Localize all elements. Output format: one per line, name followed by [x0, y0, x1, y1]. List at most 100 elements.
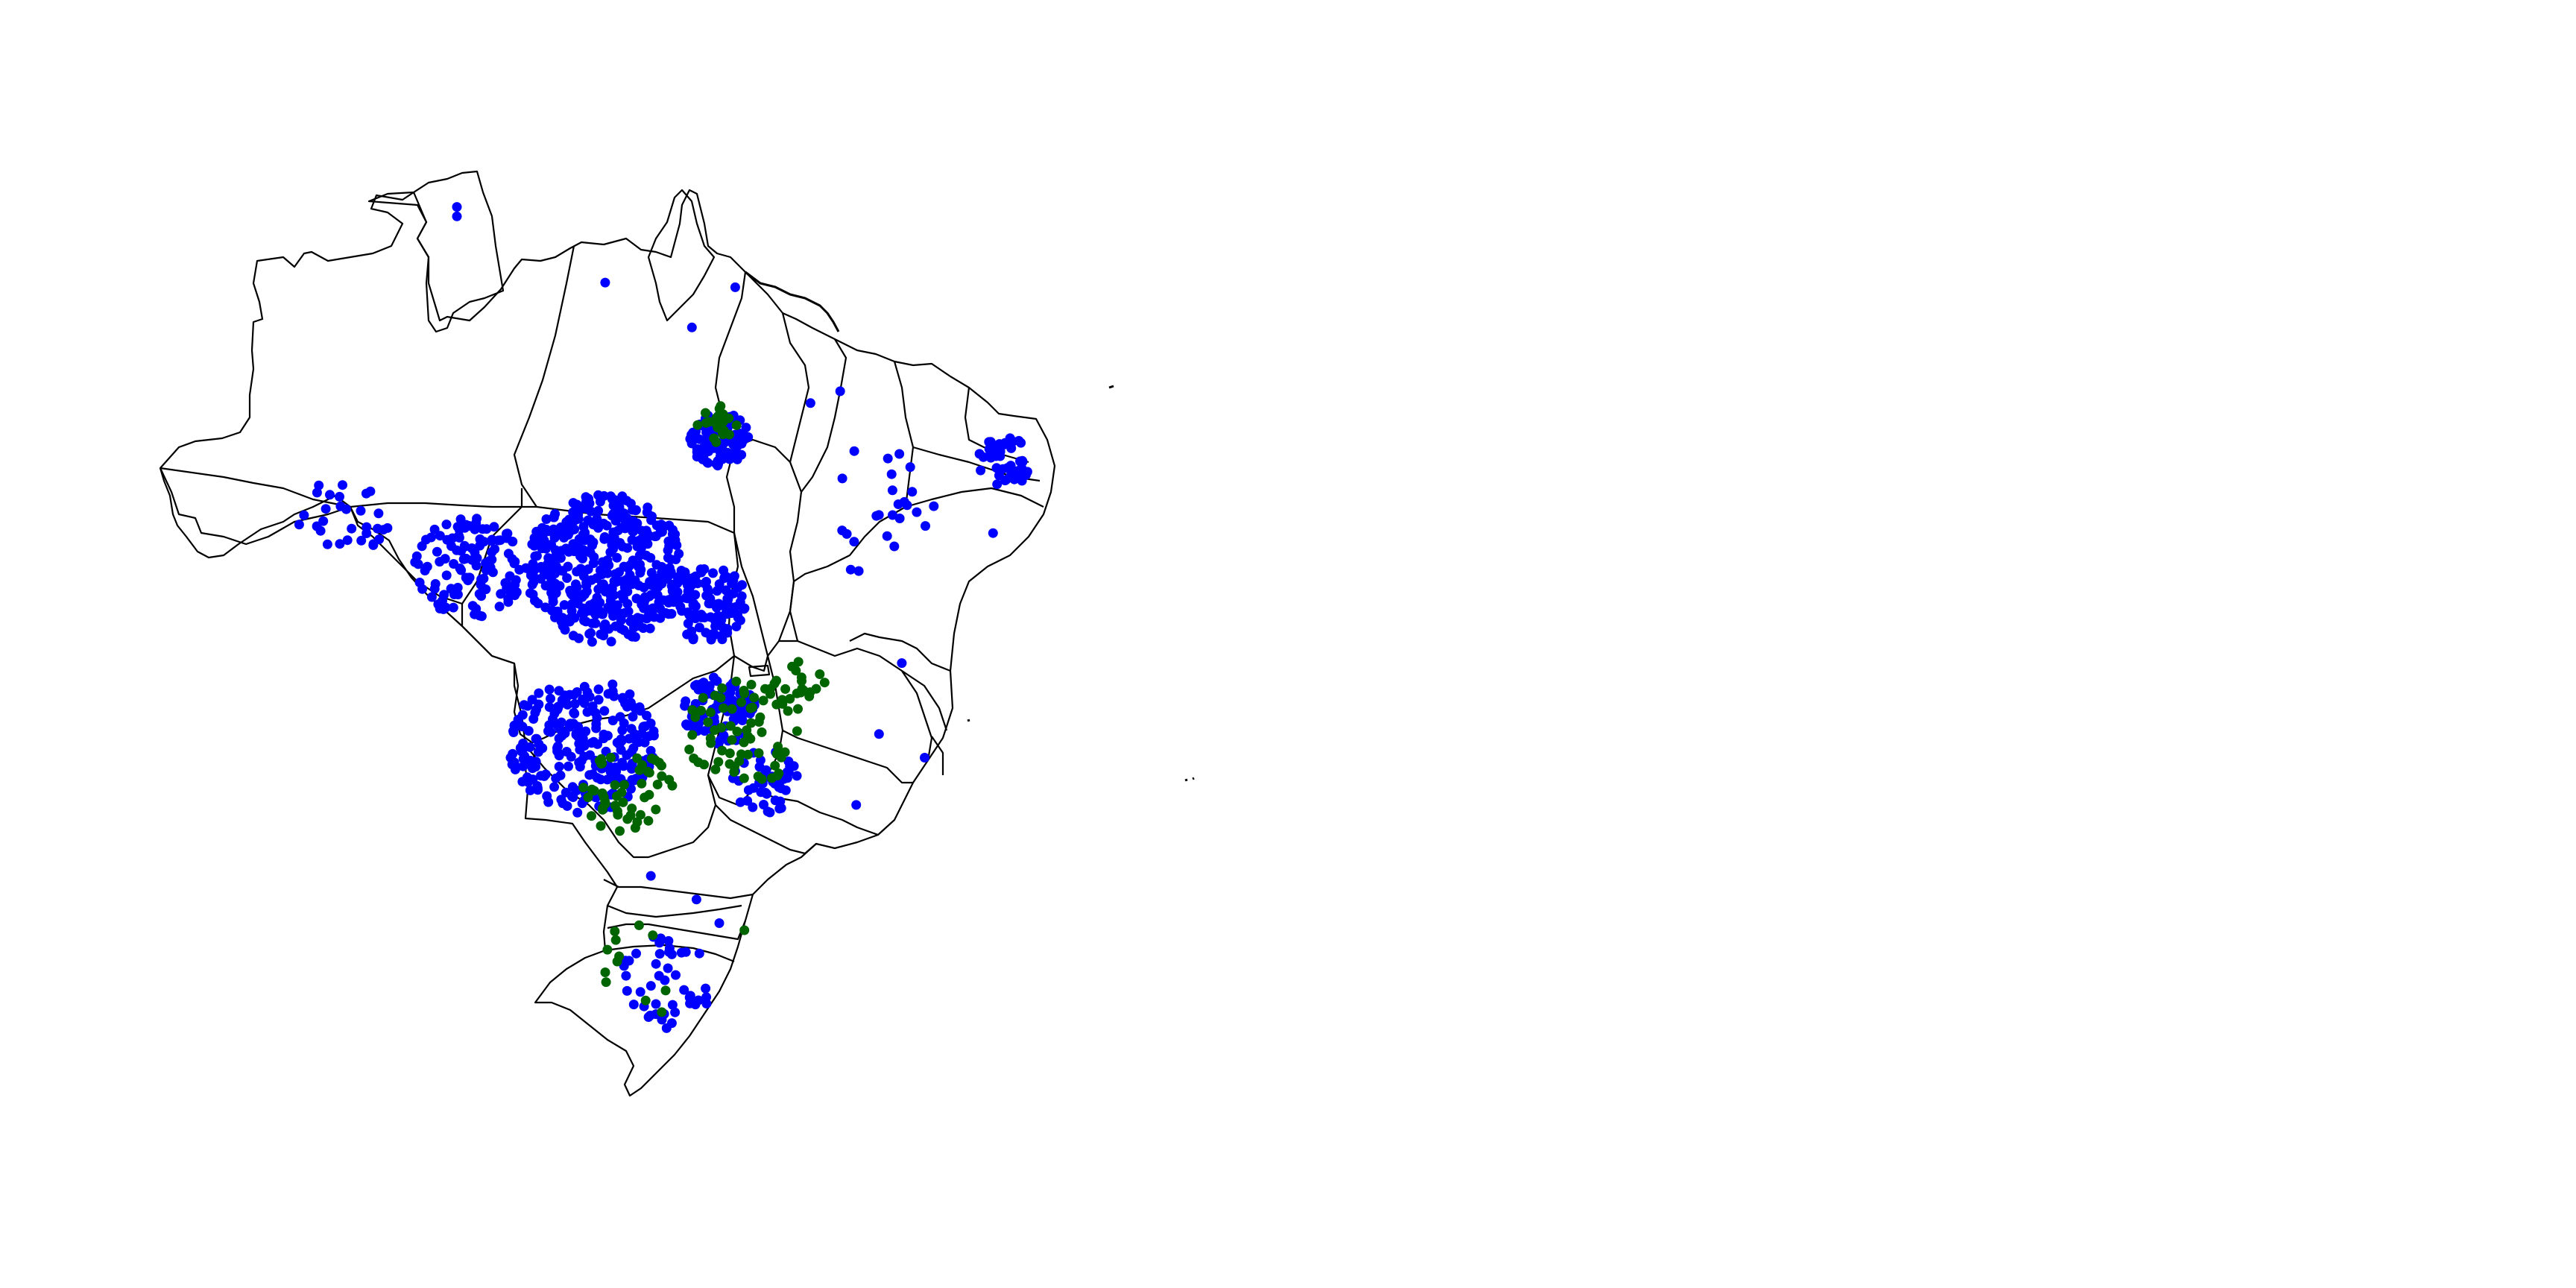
blue-point: [625, 689, 635, 699]
blue-point: [725, 687, 736, 698]
green-point: [613, 809, 623, 820]
blue-point: [584, 600, 595, 610]
blue-point: [517, 722, 528, 732]
blue-point: [347, 523, 357, 534]
blue-point: [842, 528, 852, 539]
blue-point: [602, 730, 613, 741]
island-abrolhos: [967, 719, 970, 722]
blue-point: [584, 770, 595, 780]
blue-point: [662, 574, 672, 584]
blue-point: [699, 726, 710, 736]
blue-point: [439, 590, 449, 600]
blue-point: [531, 733, 541, 744]
blue-point: [461, 572, 471, 583]
blue-point: [635, 706, 645, 716]
blue-point: [543, 564, 553, 575]
blue-point: [689, 722, 699, 732]
green-point: [619, 780, 629, 790]
blue-point: [805, 398, 815, 408]
blue-point: [572, 566, 582, 577]
green-point: [698, 692, 708, 703]
blue-point: [597, 609, 607, 619]
blue-point: [606, 637, 616, 647]
blue-point: [470, 546, 480, 556]
blue-point: [605, 596, 616, 606]
blue-point: [635, 987, 645, 997]
blue-point: [519, 700, 529, 710]
blue-point: [487, 555, 497, 565]
blue-point: [722, 624, 733, 634]
blue-point: [651, 531, 661, 541]
border-rs: [604, 944, 735, 963]
blue-point: [435, 604, 445, 613]
green-point: [660, 985, 671, 996]
green-point: [727, 704, 737, 714]
blue-point: [565, 719, 575, 729]
green-point: [632, 753, 643, 763]
blue-point: [322, 539, 332, 549]
blue-point: [452, 202, 462, 212]
blue-point: [912, 507, 922, 517]
green-point: [651, 804, 661, 815]
blue-point: [671, 970, 681, 980]
blue-point: [739, 604, 749, 614]
green-point: [657, 771, 667, 781]
blue-point: [889, 541, 900, 552]
blue-point: [294, 520, 304, 530]
blue-point: [546, 582, 556, 593]
border-tocantins: [733, 438, 803, 672]
blue-point: [645, 577, 655, 587]
blue-point: [476, 591, 487, 602]
green-point: [724, 413, 734, 423]
blue-point: [531, 551, 542, 561]
blue-point: [413, 559, 423, 569]
blue-point: [577, 736, 587, 746]
blue-point: [599, 706, 610, 716]
blue-point: [748, 783, 759, 793]
blue-point: [714, 918, 724, 928]
blue-point: [686, 322, 697, 332]
blue-point: [586, 628, 596, 638]
blue-point: [568, 498, 578, 508]
green-point: [727, 735, 737, 745]
blue-point: [672, 572, 683, 582]
blue-point: [642, 507, 652, 517]
blue-point: [1022, 467, 1032, 477]
green-point: [792, 726, 802, 736]
blue-point: [533, 747, 543, 757]
blue-point: [528, 774, 538, 785]
blue-point: [692, 680, 702, 690]
blue-point: [485, 562, 496, 572]
blue-point: [312, 487, 322, 498]
blue-point: [621, 970, 631, 981]
blue-point: [612, 737, 622, 748]
blue-point: [619, 607, 630, 618]
blue-point: [681, 719, 691, 730]
green-point: [703, 717, 713, 727]
blue-point: [693, 995, 704, 1006]
green-point: [634, 920, 644, 930]
green-point: [646, 754, 657, 764]
blue-point: [920, 753, 929, 763]
blue-point: [569, 698, 580, 709]
blue-point: [680, 701, 690, 711]
blue-point: [335, 491, 344, 502]
green-point: [687, 730, 698, 740]
blue-point: [569, 707, 579, 718]
blue-point: [430, 578, 441, 589]
blue-point: [717, 634, 727, 645]
blue-point: [555, 553, 566, 564]
blue-point: [540, 602, 551, 613]
green-point: [797, 676, 806, 686]
blue-point: [704, 681, 715, 691]
blue-point: [592, 593, 602, 603]
border-bahia: [789, 581, 951, 731]
green-point: [627, 804, 637, 814]
blue-point: [622, 513, 632, 523]
blue-point: [654, 949, 665, 959]
blue-point: [535, 574, 546, 584]
blue-point: [528, 578, 539, 587]
blue-point: [373, 523, 382, 534]
blue-point: [907, 487, 918, 497]
blue-point: [607, 584, 617, 594]
